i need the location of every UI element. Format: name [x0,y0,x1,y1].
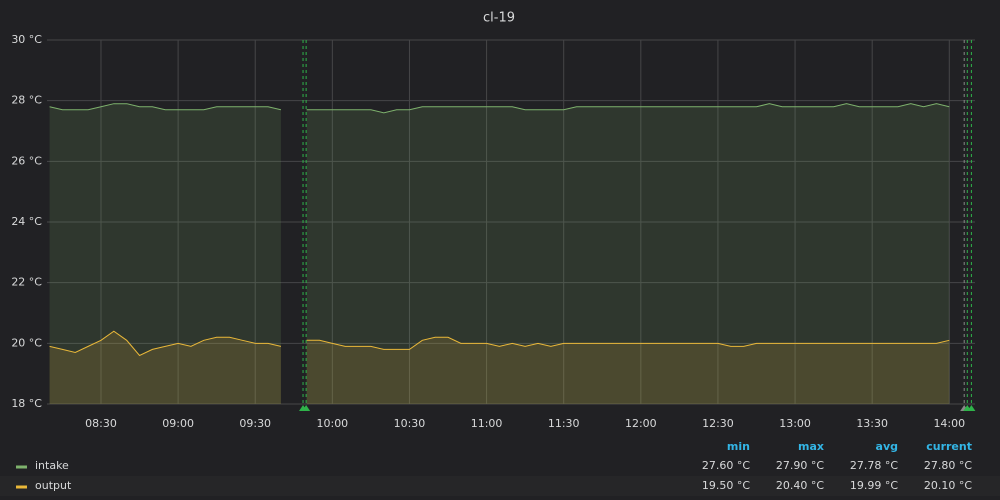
x-tick-label: 13:30 [856,417,888,430]
y-tick-label: 22 °C [11,276,42,289]
y-tick-label: 30 °C [11,33,42,46]
y-tick-label: 18 °C [11,397,42,410]
x-tick-label: 12:00 [625,417,657,430]
x-tick-label: 12:30 [702,417,734,430]
y-tick-label: 26 °C [11,154,42,167]
legend-stat: 19.50 °C [702,479,750,492]
series-area [49,331,950,404]
annotation-marker [302,405,311,411]
legend-stat: 19.99 °C [850,479,898,492]
y-tick-label: 24 °C [11,215,42,228]
series-line [49,330,950,357]
annotation-marker [967,405,976,411]
chart-title: cl-19 [483,11,515,26]
legend-label[interactable]: output [35,479,72,492]
series-area [49,103,950,404]
legend-stat: 27.60 °C [702,459,750,472]
legend-stat: 27.90 °C [776,459,824,472]
x-tick-label: 13:00 [779,417,811,430]
x-tick-label: 10:00 [316,417,348,430]
x-tick-label: 10:30 [394,417,426,430]
y-tick-label: 28 °C [11,94,42,107]
x-tick-label: 08:30 [85,417,117,430]
legend-header: avg [876,440,898,453]
x-tick-label: 11:00 [471,417,503,430]
legend-header: current [926,440,972,453]
legend-stat: 27.80 °C [924,459,972,472]
x-tick-label: 09:00 [162,417,194,430]
legend-row-bg [0,476,1000,496]
legend-stat: 20.10 °C [924,479,972,492]
y-tick-label: 20 °C [11,336,42,349]
legend-stat: 20.40 °C [776,479,824,492]
x-tick-label: 11:30 [548,417,580,430]
legend-header: max [798,440,824,453]
legend-stat: 27.78 °C [850,459,898,472]
series-line [49,103,950,114]
x-tick-label: 09:30 [239,417,271,430]
x-tick-label: 14:00 [933,417,965,430]
legend-header: min [727,440,750,453]
legend-label[interactable]: intake [35,459,69,472]
